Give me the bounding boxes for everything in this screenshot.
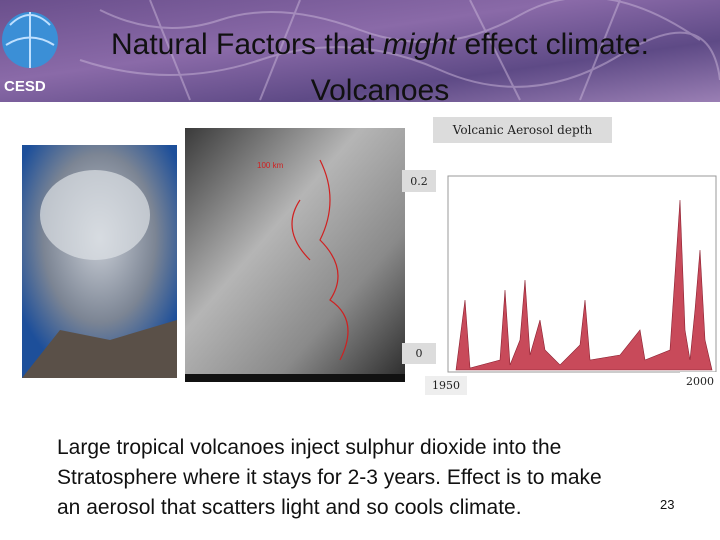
satellite-strip [185,374,405,382]
x-label: 1950 [425,376,467,395]
body-text: Large tropical volcanoes inject sulphur … [57,433,602,523]
body-line: Large tropical volcanoes inject sulphur … [57,436,562,459]
scale-label: 100 km [257,161,284,170]
body-line: Stratosphere where it stays for 2-3 year… [57,466,602,489]
y-label: 0 [402,343,436,364]
figure-caption: Volcanic Aerosol depth [433,117,612,143]
body-line: an aerosol that scatters light and so co… [57,496,522,519]
title-line2: Volcanoes [310,74,450,107]
satellite-image [185,128,405,382]
coastline [291,159,349,361]
ash-cloud [40,170,150,260]
header-texture [79,0,720,101]
page-number: 23 [660,497,675,512]
title-text: effect climate: [456,28,649,61]
logo-lines [5,12,55,68]
title-text: Natural Factors that [110,28,383,61]
logo-text: CESD [4,78,46,95]
aerosol-spikes [455,199,713,371]
title-emphasis: might [382,28,457,61]
x-label: 2000 [680,372,720,390]
y-label: 0.2 [402,170,436,192]
title: Natural Factors that might effect climat… [0,22,720,114]
mountain [22,320,177,378]
